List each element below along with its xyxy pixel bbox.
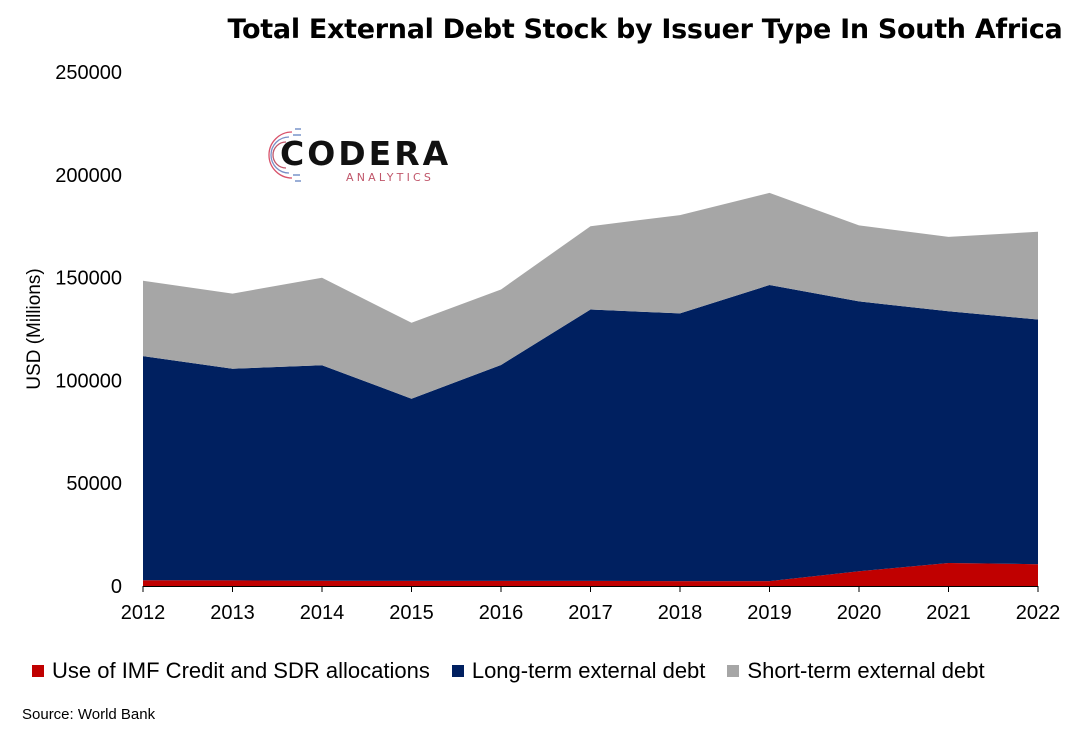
- x-tick-label: 2017: [568, 602, 613, 624]
- legend-swatch-imf: [32, 665, 44, 677]
- source-note: Source: World Bank: [22, 706, 156, 723]
- y-tick-label: 150000: [55, 268, 122, 290]
- x-tick-label: 2020: [837, 602, 882, 624]
- x-tick-label: 2013: [210, 602, 255, 624]
- area-layer: [143, 192, 1038, 586]
- x-tick-label: 2018: [658, 602, 703, 624]
- legend-swatch-short-term: [727, 665, 740, 677]
- legend-label-imf: Use of IMF Credit and SDR allocations: [52, 658, 430, 683]
- area-series-1: [143, 285, 1038, 582]
- y-tick-label: 50000: [66, 473, 122, 495]
- x-tick-label: 2015: [389, 602, 434, 624]
- y-tick-label: 0: [111, 576, 122, 598]
- logo-mark-icon: [268, 128, 301, 182]
- logo-subtitle: ANALYTICS: [346, 171, 435, 184]
- x-tick-label: 2012: [121, 602, 166, 624]
- x-tick-label: 2014: [300, 602, 345, 624]
- axes-layer: 0 50000 100000 150000 200000 250000 2012 2013 20…: [55, 62, 1060, 624]
- legend: Use of IMF Credit and SDR allocations Lo…: [32, 658, 1007, 684]
- chart-title: Total External Debt Stock by Issuer Type…: [227, 14, 1063, 45]
- y-tick-label: 200000: [55, 165, 122, 187]
- x-tick-label: 2021: [926, 602, 971, 624]
- legend-item-imf: Use of IMF Credit and SDR allocations: [32, 658, 430, 684]
- legend-label-long-term: Long-term external debt: [471, 658, 706, 683]
- legend-label-short-term: Short-term external debt: [747, 658, 985, 683]
- y-tick-label: 250000: [55, 62, 122, 84]
- area-series-2: [143, 192, 1038, 399]
- area-series-0: [143, 563, 1038, 586]
- y-axis-label: USD (Millions): [24, 268, 45, 389]
- x-tick-label: 2016: [479, 602, 524, 624]
- logo-wordmark: CODERA: [280, 134, 452, 173]
- legend-swatch-long-term: [451, 665, 464, 677]
- legend-item-long-term: Long-term external debt: [451, 658, 706, 684]
- x-tick-label: 2022: [1016, 602, 1061, 624]
- y-tick-label: 100000: [55, 370, 122, 392]
- codera-logo: CODERA ANALYTICS: [262, 124, 452, 188]
- x-tick-label: 2019: [747, 602, 792, 624]
- legend-item-short-term: Short-term external debt: [727, 658, 985, 684]
